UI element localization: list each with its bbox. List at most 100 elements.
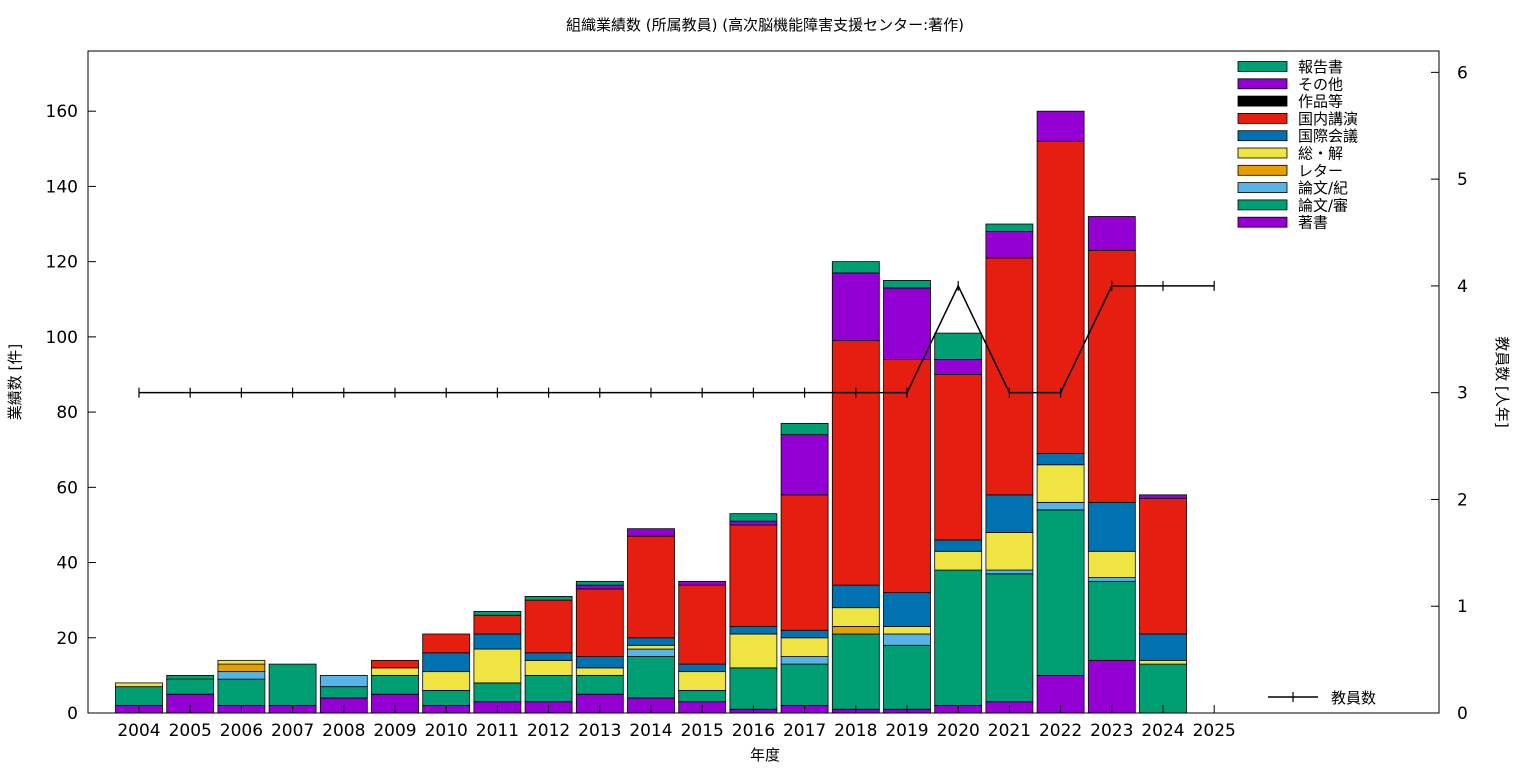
bar-segment xyxy=(780,629,829,639)
bar-segment xyxy=(780,637,829,657)
x-tick-label: 2011 xyxy=(476,721,519,741)
bar-segment xyxy=(729,633,778,669)
bar-segment xyxy=(883,280,931,289)
bar-segment xyxy=(1036,509,1085,676)
bar-segment xyxy=(883,633,931,646)
x-tick-label: 2015 xyxy=(681,721,724,741)
bar-segment xyxy=(524,652,573,661)
bar-segment xyxy=(678,663,727,673)
bar-segment xyxy=(627,637,675,646)
bar-segment xyxy=(883,592,931,627)
bar-segment xyxy=(1036,501,1085,511)
y-axis-title: 業績数 [件] xyxy=(6,344,24,420)
bar-segment xyxy=(166,678,215,695)
bar-segment xyxy=(371,659,419,669)
bar-segment xyxy=(831,272,880,342)
legend-swatch xyxy=(1237,199,1288,211)
bar-segment xyxy=(1036,110,1085,142)
bar-segment xyxy=(422,671,471,691)
legend-swatch xyxy=(1237,113,1288,124)
bar-segment xyxy=(934,374,983,541)
bar-segment xyxy=(268,663,317,706)
x-tick-label: 2020 xyxy=(937,721,980,741)
bar-segment xyxy=(115,686,163,706)
y-axis: 0 20 40 60 80 100 120 140 160 xyxy=(46,102,96,724)
legend-label: 論文/紀 xyxy=(1298,179,1348,197)
x-tick-label: 2017 xyxy=(783,721,826,741)
bar-segment xyxy=(1139,663,1187,714)
bar-segment xyxy=(1087,580,1136,661)
bar-segment xyxy=(575,588,624,657)
x-tick-label: 2007 xyxy=(271,721,314,741)
bar-segment xyxy=(934,550,983,571)
x-tick-label: 2005 xyxy=(169,721,212,741)
bar-segment xyxy=(729,524,778,627)
x-tick-label: 2021 xyxy=(988,721,1031,741)
bar-segment xyxy=(575,674,624,695)
legend-swatch xyxy=(1237,130,1288,142)
bar-segment xyxy=(934,569,983,706)
y2-tick-label: 2 xyxy=(1457,490,1468,510)
y2-axis-title: 教員数 [人年] xyxy=(1493,336,1511,427)
legend-swatch xyxy=(1237,164,1288,176)
bar-segment xyxy=(883,359,931,594)
bar-segment xyxy=(627,648,675,657)
bar-segment xyxy=(729,513,778,522)
bar-segment xyxy=(1087,249,1136,503)
y2-axis: 0 1 2 3 4 5 6 xyxy=(1431,63,1468,724)
y2-tick-label: 3 xyxy=(1457,384,1468,404)
x-tick-label: 2010 xyxy=(425,721,468,741)
y-tick-label: 160 xyxy=(46,102,78,122)
x-tick-label: 2004 xyxy=(117,721,160,741)
bar-segment xyxy=(985,569,1034,575)
x-tick-label: 2024 xyxy=(1141,721,1184,741)
bar-segment xyxy=(473,682,522,703)
bar-segment xyxy=(678,690,727,703)
x-axis: 2004 2005 2006 2007 2008 2009 2010 2011 2012 2013… xyxy=(117,705,1236,741)
bar-segment xyxy=(1139,659,1187,665)
legend-swatch xyxy=(1237,95,1288,107)
bar-segment xyxy=(575,580,624,586)
bar-segment xyxy=(524,659,573,676)
legend-swatch xyxy=(1237,182,1288,194)
bar-segment xyxy=(371,674,419,695)
bar-segment xyxy=(115,682,163,688)
bar-segment xyxy=(831,607,880,627)
y-tick-label: 120 xyxy=(46,253,78,273)
y-tick-label: 60 xyxy=(56,478,78,498)
bar-segment xyxy=(627,656,675,699)
bar-segment xyxy=(422,633,471,654)
line-layer xyxy=(138,280,1215,398)
y-tick-label: 140 xyxy=(46,177,78,197)
x-tick-label: 2025 xyxy=(1193,721,1236,741)
bar-segment xyxy=(1087,577,1136,582)
bar-segment xyxy=(319,686,368,699)
y2-tick-label: 4 xyxy=(1457,277,1468,297)
bar-segment xyxy=(883,644,931,710)
y2-tick-label: 1 xyxy=(1457,597,1468,617)
bars-layer xyxy=(115,110,1187,714)
line-legend: 教員数 xyxy=(1268,689,1376,707)
bar-segment xyxy=(627,644,675,650)
bar-segment xyxy=(934,539,983,552)
bar-segment xyxy=(627,528,675,537)
bar-segment xyxy=(524,599,573,654)
bar-segment xyxy=(524,674,573,703)
bar-segment xyxy=(473,633,522,650)
legend-label: 報告書 xyxy=(1298,58,1343,76)
bar-segment xyxy=(985,573,1034,703)
line-series-path xyxy=(139,284,1215,394)
bar-segment xyxy=(780,656,829,665)
x-tick-label: 2023 xyxy=(1090,721,1133,741)
bar-segment xyxy=(934,359,983,375)
bar-segment xyxy=(883,287,931,360)
x-tick-label: 2019 xyxy=(885,721,928,741)
bar-segment xyxy=(729,626,778,635)
legend-label: 作品等 xyxy=(1298,93,1343,111)
bar-segment xyxy=(217,663,266,673)
legend-label: その他 xyxy=(1298,75,1343,93)
bar-segment xyxy=(1036,453,1085,466)
bar-segment xyxy=(780,494,829,631)
bar-segment xyxy=(831,633,880,710)
